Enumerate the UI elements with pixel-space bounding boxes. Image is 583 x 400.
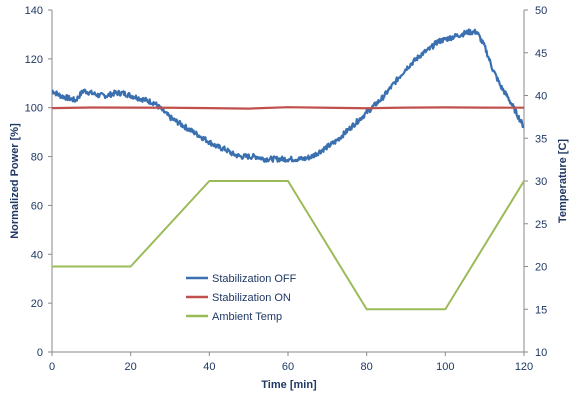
y-right-tick-label: 35 xyxy=(535,133,547,145)
x-tick-label: 40 xyxy=(203,361,215,373)
y-left-tick-label: 100 xyxy=(25,103,43,115)
y-left-tick-label: 0 xyxy=(37,347,43,359)
y-right-tick-label: 40 xyxy=(535,91,547,103)
series-line-ambient-temp xyxy=(52,180,525,311)
x-tick-label: 60 xyxy=(282,361,294,373)
x-tick-label: 20 xyxy=(125,361,137,373)
y-right-tick-label: 20 xyxy=(535,262,547,274)
series-line-stabilization-off xyxy=(51,28,525,163)
y-left-tick-label: 80 xyxy=(31,152,43,164)
legend-label-stabilization-off: Stabilization OFF xyxy=(212,273,297,285)
legend: Stabilization OFF Stabilization ON Ambient… xyxy=(186,273,297,323)
chart-axes: 0 20 40 60 80 100 120 0 20 40 60 80 100 120 140 10 15 20 2… xyxy=(25,5,548,373)
y-right-tick-label: 10 xyxy=(535,347,547,359)
y-right-tick-label: 15 xyxy=(535,304,547,316)
y-right-tick-label: 50 xyxy=(535,5,547,17)
y-left-tick-label: 20 xyxy=(31,298,43,310)
series-line-stabilization-on xyxy=(51,106,525,110)
y-left-tick-label: 60 xyxy=(31,200,43,212)
y-left-axis-label: Normalized Power [%] xyxy=(9,123,21,239)
x-tick-label: 120 xyxy=(515,361,533,373)
x-tick-label: 100 xyxy=(436,361,454,373)
legend-label-stabilization-on: Stabilization ON xyxy=(212,292,291,304)
legend-label-ambient-temp: Ambient Temp xyxy=(212,311,282,323)
y-right-tick-label: 45 xyxy=(535,48,547,60)
y-right-tick-label: 25 xyxy=(535,219,547,231)
chart-series xyxy=(51,28,525,311)
x-tick-label: 0 xyxy=(49,361,55,373)
y-right-axis-label: Temperature [C] xyxy=(557,139,569,223)
x-tick-label: 80 xyxy=(361,361,373,373)
y-right-tick-label: 30 xyxy=(535,176,547,188)
y-left-tick-label: 120 xyxy=(25,54,43,66)
y-left-tick-label: 40 xyxy=(31,249,43,261)
x-axis-label: Time [min] xyxy=(261,379,317,391)
y-left-tick-label: 140 xyxy=(25,5,43,17)
